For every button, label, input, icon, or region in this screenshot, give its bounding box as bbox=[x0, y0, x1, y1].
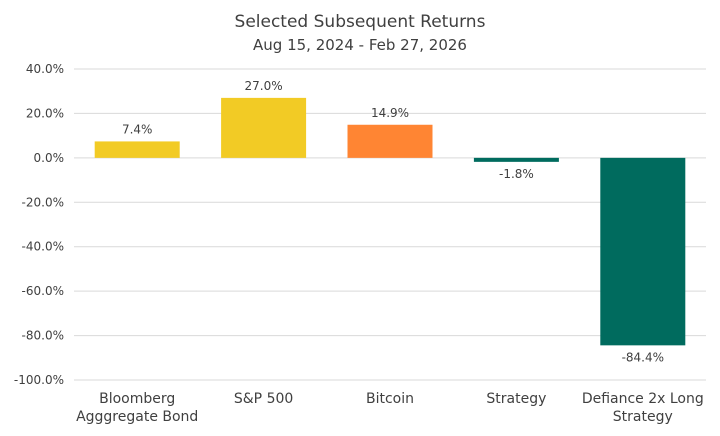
x-category-label: Agggregate Bond bbox=[76, 409, 198, 425]
y-tick-label: 20.0% bbox=[26, 106, 64, 120]
y-tick-label: -40.0% bbox=[22, 240, 64, 254]
x-axis-category-labels: Bloomberg Agggregate Bond S&P 500 Bitcoin St… bbox=[76, 391, 704, 425]
y-axis-tick-labels: 40.0% 20.0% 0.0% -20.0% -40.0% -60.0% -80.0% -1… bbox=[14, 62, 64, 387]
x-category-label: S&P 500 bbox=[234, 391, 293, 407]
x-category-label: Bitcoin bbox=[366, 391, 414, 407]
bar bbox=[600, 157, 686, 346]
chart-title: Selected Subsequent Returns bbox=[235, 12, 486, 32]
y-tick-label: -80.0% bbox=[22, 329, 64, 343]
data-label: 7.4% bbox=[122, 122, 153, 136]
y-tick-label: 40.0% bbox=[26, 62, 64, 76]
y-tick-label: -60.0% bbox=[22, 284, 64, 298]
y-tick-label: -100.0% bbox=[14, 373, 64, 387]
x-category-label: Strategy bbox=[613, 409, 673, 425]
bar bbox=[94, 141, 180, 158]
data-label: -84.4% bbox=[622, 350, 664, 364]
x-category-label: Defiance 2x Long bbox=[582, 391, 704, 407]
data-label: 14.9% bbox=[371, 106, 409, 120]
x-category-label: Strategy bbox=[486, 391, 546, 407]
bar bbox=[347, 124, 433, 158]
data-label: 27.0% bbox=[245, 79, 283, 93]
bar bbox=[221, 97, 307, 158]
bar bbox=[473, 157, 559, 162]
x-category-label: Bloomberg bbox=[99, 391, 175, 407]
y-tick-label: 0.0% bbox=[34, 151, 65, 165]
chart-subtitle: Aug 15, 2024 - Feb 27, 2026 bbox=[253, 36, 467, 54]
data-labels: 7.4% 27.0% 14.9% -1.8% -84.4% bbox=[122, 79, 664, 364]
bars bbox=[94, 97, 686, 346]
data-label: -1.8% bbox=[499, 167, 534, 181]
y-tick-label: -20.0% bbox=[22, 195, 64, 209]
